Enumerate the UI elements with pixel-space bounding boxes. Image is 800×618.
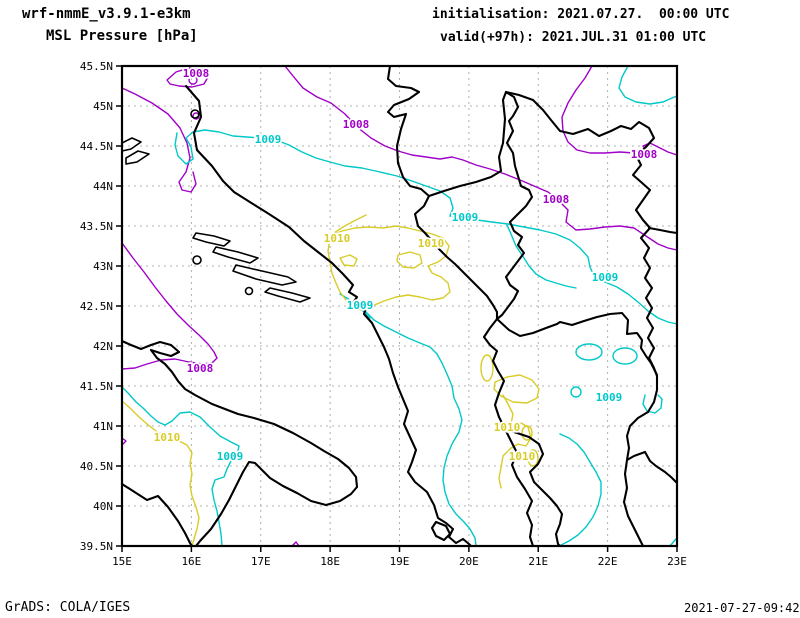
contour-label-1009: 1009 [217, 450, 244, 463]
adriatic-islands [121, 109, 311, 303]
contour-1009 [121, 65, 678, 547]
x-axis-label: 15E [112, 555, 132, 568]
y-axis-label: 45N [93, 100, 113, 113]
contour-label-1008: 1008 [343, 118, 370, 131]
y-axis-label: 41N [93, 420, 113, 433]
y-axis-label: 43.5N [80, 220, 113, 233]
model-title: wrf-nmmE_v3.9.1-e3km [22, 6, 191, 22]
contour-label-1009: 1009 [596, 391, 623, 404]
field-title: MSL Pressure [hPa] [46, 28, 198, 44]
contour-label-1009: 1009 [255, 133, 282, 146]
x-axis-labels: 15E 16E 17E 18E 19E 20E 21E 22E 23E [112, 555, 687, 568]
coastlines-borders [120, 64, 679, 548]
y-axis-labels: 45.5N 45N 44.5N 44N 43.5N 43N 42.5N 42N 41.5N 41N… [80, 60, 113, 553]
map-frame [120, 64, 679, 548]
x-axis-label: 21E [528, 555, 548, 568]
contour-label-1008: 1008 [183, 67, 210, 80]
x-axis-label: 16E [181, 555, 201, 568]
grads-credit: GrADS: COLA/IGES [5, 600, 131, 615]
initialisation-time: initialisation: 2021.07.27. 00:00 UTC [432, 7, 730, 22]
y-axis-label: 40N [93, 500, 113, 513]
x-axis-label: 20E [459, 555, 479, 568]
contour-label-1010: 1010 [509, 450, 536, 463]
contour-1010 [121, 214, 540, 547]
x-axis-label: 17E [251, 555, 271, 568]
contour-label-1010: 1010 [154, 431, 181, 444]
contour-value-labels: 1008 1008 1008 1008 1008 1009 1009 1009 1009 1009… [152, 65, 659, 465]
y-axis-label: 41.5N [80, 380, 113, 393]
contour-label-1009: 1009 [347, 299, 374, 312]
y-axis-label: 39.5N [80, 540, 113, 553]
contour-label-1008: 1008 [187, 362, 214, 375]
contour-label-1009: 1009 [592, 271, 619, 284]
x-axis-label: 18E [320, 555, 340, 568]
y-axis-label: 42N [93, 340, 113, 353]
x-axis-label: 22E [598, 555, 618, 568]
y-axis-label: 44.5N [80, 140, 113, 153]
contour-label-1010: 1010 [418, 237, 445, 250]
y-axis-label: 45.5N [80, 60, 113, 73]
contour-label-1010: 1010 [324, 232, 351, 245]
x-axis-label: 19E [390, 555, 410, 568]
valid-time: valid(+97h): 2021.JUL.31 01:00 UTC [440, 30, 707, 45]
contour-label-1008: 1008 [543, 193, 570, 206]
x-axis-label: 23E [667, 555, 687, 568]
axis-ticks [116, 65, 678, 552]
y-axis-label: 44N [93, 180, 113, 193]
contour-label-1010: 1010 [494, 421, 521, 434]
contour-label-1009: 1009 [452, 211, 479, 224]
grid-lines [122, 66, 677, 546]
y-axis-label: 42.5N [80, 300, 113, 313]
creation-timestamp: 2021-07-27-09:42 [684, 601, 800, 615]
y-axis-label: 40.5N [80, 460, 113, 473]
contour-label-1008: 1008 [631, 148, 658, 161]
y-axis-label: 43N [93, 260, 113, 273]
